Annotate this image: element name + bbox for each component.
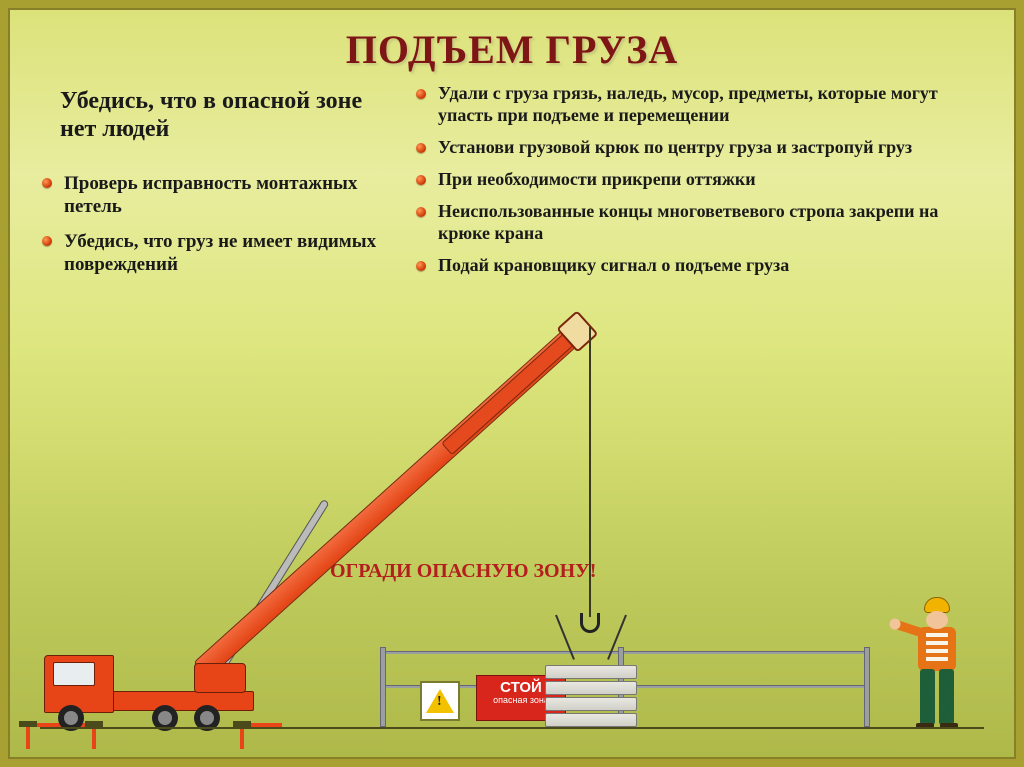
- rigger-worker-icon: [906, 597, 966, 727]
- slide-page: ПОДЪЕМ ГРУЗА Убедись, что в опасной зоне…: [8, 8, 1016, 759]
- left-column: Убедись, что в опасной зоне нет людей Пр…: [38, 83, 388, 288]
- warning-sign-icon: [420, 681, 460, 721]
- list-item: При необходимости прикрепи оттяжки: [412, 169, 986, 191]
- list-item: Установи грузовой крюк по центру груза и…: [412, 137, 986, 159]
- list-item: Проверь исправность монтажных петель: [38, 172, 388, 218]
- page-title: ПОДЪЕМ ГРУЗА: [38, 26, 986, 73]
- crane-turret: [194, 663, 246, 693]
- crane-truck: [44, 635, 264, 727]
- left-bullet-list: Проверь исправность монтажных петель Убе…: [38, 172, 388, 277]
- right-column: Удали с груза грязь, наледь, мусор, пред…: [412, 83, 986, 288]
- list-item: Убедись, что груз не имеет видимых повре…: [38, 230, 388, 276]
- lead-warning: Убедись, что в опасной зоне нет людей: [38, 83, 388, 172]
- list-item: Неиспользованные концы многоветвевого ст…: [412, 201, 986, 245]
- ground-line: [40, 727, 984, 729]
- crane-boom-section: [441, 323, 585, 455]
- worker-vest: [918, 627, 956, 671]
- diagram-scene: СТОЙ опасная зона: [40, 309, 984, 729]
- crane-boom: [193, 321, 587, 679]
- list-item: Подай крановщику сигнал о подъеме груза: [412, 255, 986, 277]
- truck-cab: [44, 655, 114, 713]
- list-item: Удали с груза грязь, наледь, мусор, пред…: [412, 83, 986, 127]
- right-bullet-list: Удали с груза грязь, наледь, мусор, пред…: [412, 83, 986, 277]
- crane-cable: [589, 327, 591, 617]
- load-slabs: [545, 663, 637, 727]
